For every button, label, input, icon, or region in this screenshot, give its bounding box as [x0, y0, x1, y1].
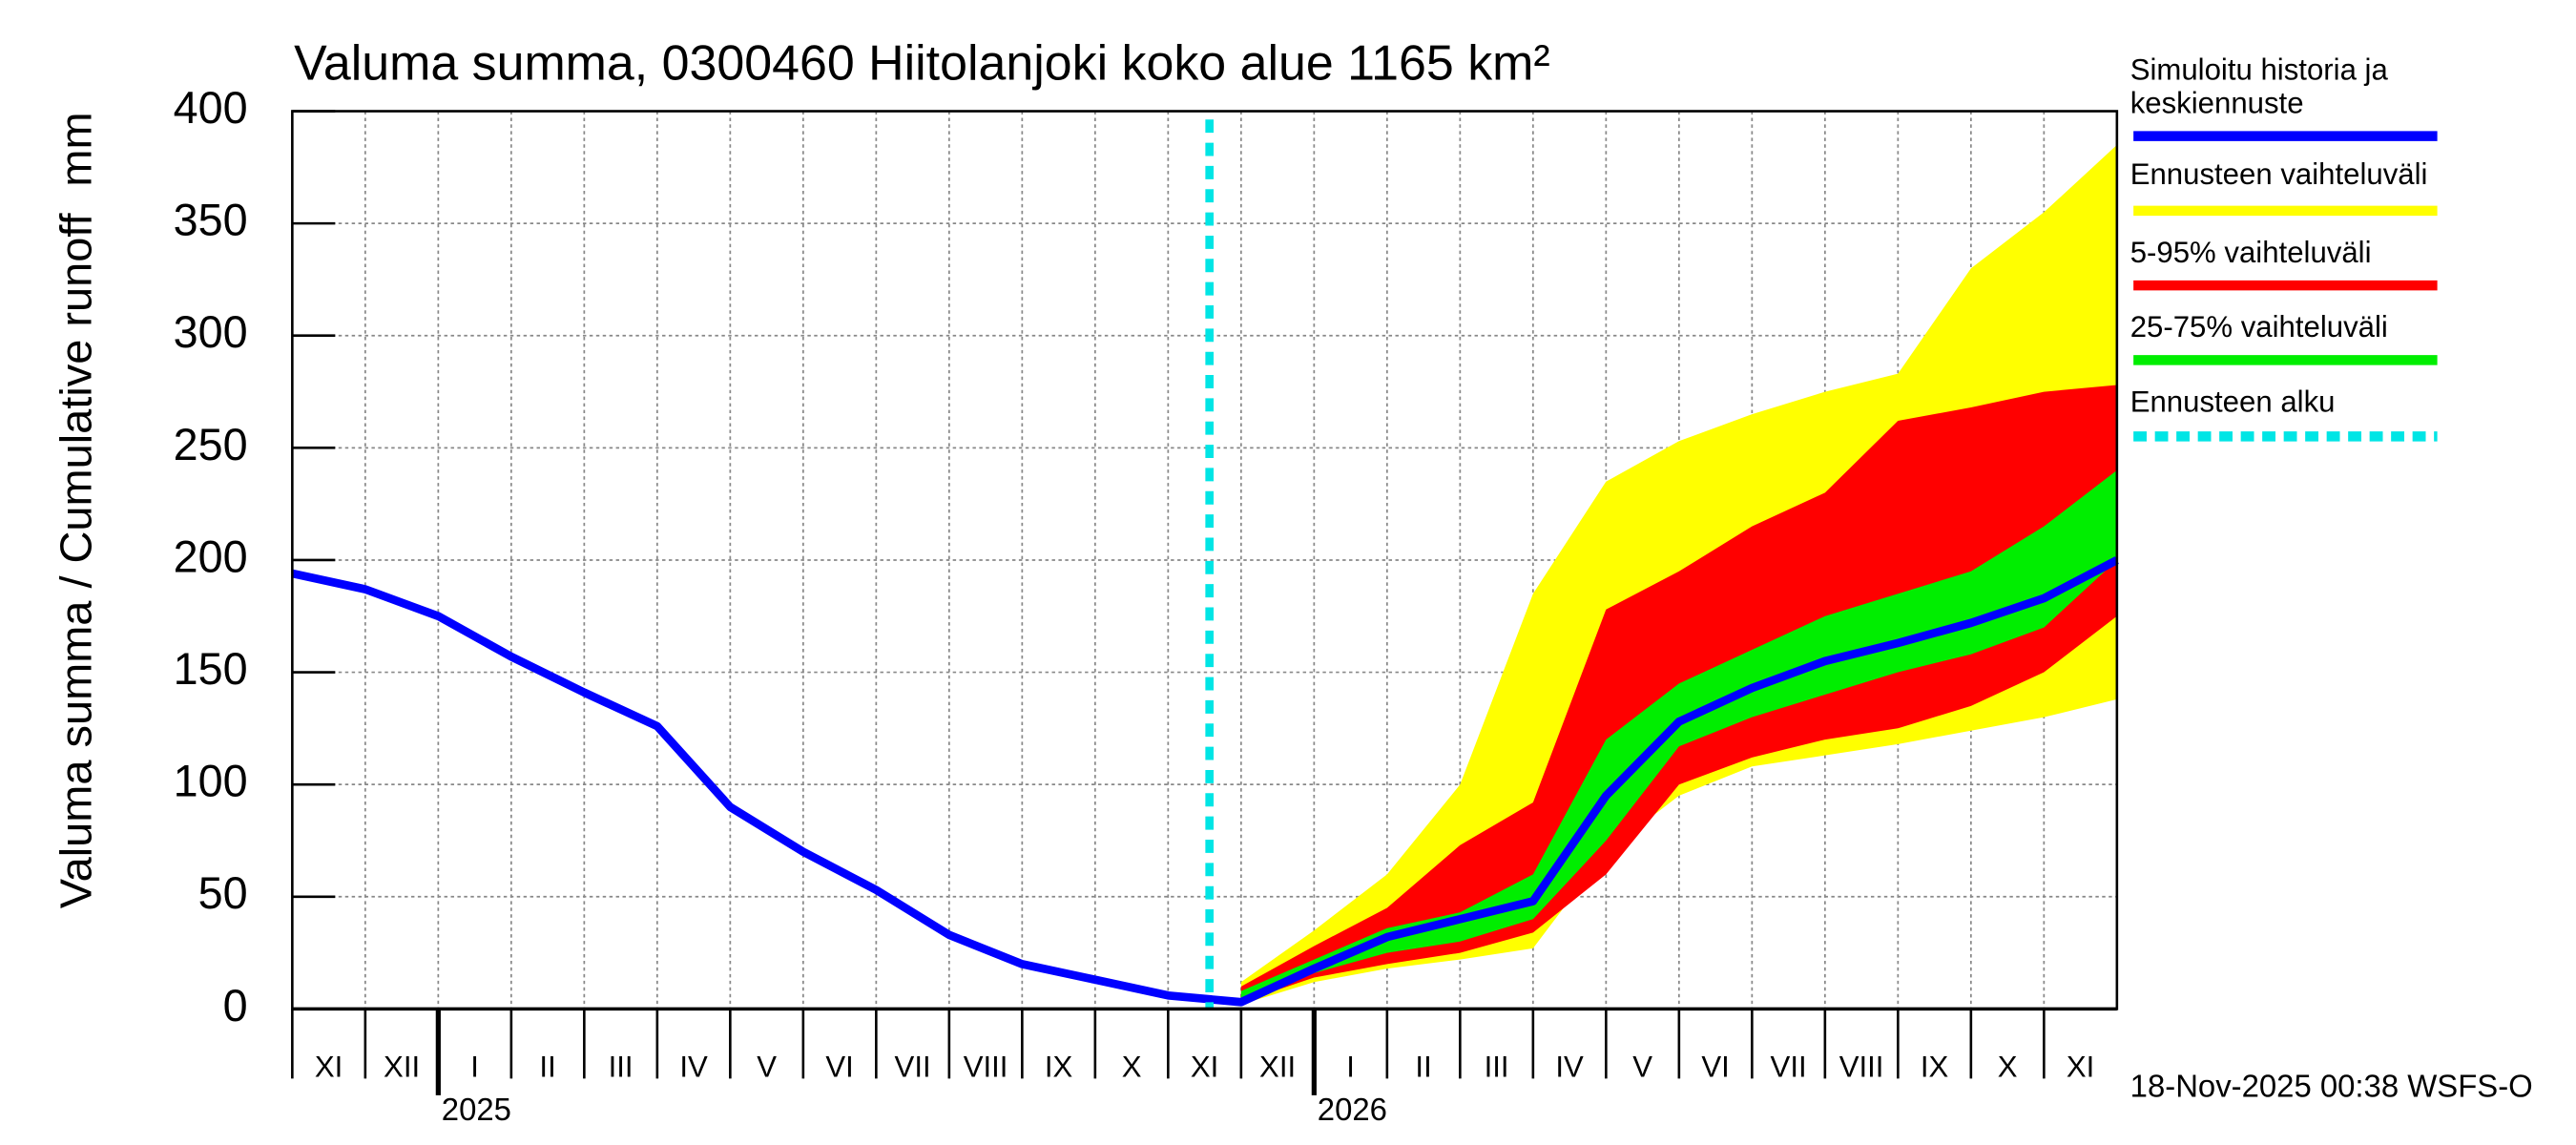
y-axis-label: Valuma summa / Cumulative runoff — [52, 212, 101, 908]
legend-label: Ennusteen alku — [2129, 385, 2336, 419]
legend-label: 25-75% vaihteluväli — [2129, 310, 2388, 344]
legend-label-box: Simuloitu historia ja keskiennuste — [2129, 52, 2388, 120]
x-tick-label: III — [1485, 1050, 1509, 1083]
median-line — [291, 556, 2119, 1007]
chart-title: Valuma summa, 0300460 Hiitolanjoki koko … — [294, 35, 1550, 91]
x-tick-label: VIII — [1839, 1050, 1884, 1083]
x-tick-label: II — [1415, 1050, 1431, 1083]
x-tick-label: XI — [315, 1050, 343, 1083]
x-tick-label: VI — [825, 1050, 853, 1083]
x-tick-label: IV — [1555, 1050, 1584, 1083]
x-tick-label: XI — [2067, 1050, 2094, 1083]
x-tick-label: IX — [1045, 1050, 1073, 1083]
forecast-band — [1240, 469, 2117, 1000]
x-tick-label: XII — [1259, 1050, 1296, 1083]
x-tick-label: II — [539, 1050, 555, 1083]
x-tick-label: XII — [384, 1050, 420, 1083]
x-tick-label: VIII — [964, 1050, 1008, 1083]
x-tick-label: I — [470, 1050, 479, 1083]
x-tick-label: VII — [1771, 1050, 1807, 1083]
x-tick-label: III — [609, 1050, 634, 1083]
legend-label-box: 5-95% vaihteluväli — [2129, 235, 2372, 269]
x-tick-label: V — [1632, 1050, 1652, 1083]
legend-label: 5-95% vaihteluväli — [2129, 235, 2372, 269]
y-tick-label: 300 — [174, 307, 248, 357]
legend-label-box: Ennusteen vaihteluväli — [2129, 157, 2428, 191]
x-tick-label: X — [1122, 1050, 1142, 1083]
year-label: 2026 — [1318, 1092, 1387, 1127]
year-label: 2025 — [442, 1092, 511, 1127]
legend-label: Simuloitu historia ja keskiennuste — [2129, 52, 2388, 120]
legend-label-box: Ennusteen alku — [2129, 385, 2336, 419]
y-axis-unit: mm — [52, 112, 101, 186]
x-tick-label: IV — [679, 1050, 708, 1083]
footer: 18-Nov-2025 00:38 WSFS-O — [2130, 1069, 2533, 1104]
y-tick-label: 350 — [174, 195, 248, 244]
x-tick-label: V — [757, 1050, 777, 1083]
y-tick-label: 150 — [174, 644, 248, 694]
x-tick-label: X — [1998, 1050, 2018, 1083]
y-tick-label: 400 — [174, 83, 248, 133]
y-tick-label: 200 — [174, 531, 248, 581]
x-tick-label: VII — [895, 1050, 931, 1083]
x-tick-label: IX — [1921, 1050, 1949, 1083]
x-tick-label: I — [1346, 1050, 1355, 1083]
x-tick-label: XI — [1191, 1050, 1218, 1083]
legend-label: Ennusteen vaihteluväli — [2129, 157, 2428, 191]
x-tick-label: VI — [1701, 1050, 1729, 1083]
y-tick-label: 100 — [174, 756, 248, 805]
y-tick-label: 250 — [174, 420, 248, 469]
y-tick-label: 50 — [198, 868, 248, 918]
legend-label-box: 25-75% vaihteluväli — [2129, 310, 2388, 344]
y-tick-label: 0 — [223, 981, 248, 1030]
